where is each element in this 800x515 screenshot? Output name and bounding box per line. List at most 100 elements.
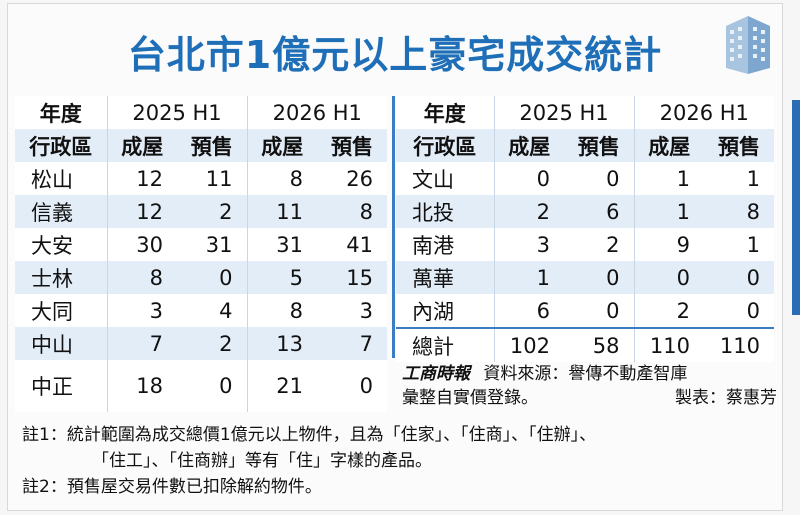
note-2: 註2：預售屋交易件數已扣除解約物件。	[22, 477, 322, 497]
left-table: 年度 2025 H1 2026 H1 行政區 成屋 預售 成屋 預售 松山 12…	[15, 96, 387, 412]
value-cell: 0	[704, 261, 774, 294]
total-row: 總計 102 58 110 110	[396, 328, 774, 362]
district-cell: 內湖	[396, 294, 494, 328]
footnotes: 註1：統計範圍為成交總價1億元以上物件，且為「住家」、「住商」、「住辦」、 「住…	[22, 422, 762, 500]
value-cell: 11	[246, 195, 317, 228]
type-presale-header: 預售	[564, 129, 634, 162]
value-cell: 0	[177, 360, 247, 412]
value-cell: 5	[246, 261, 317, 294]
value-cell: 7	[317, 327, 387, 360]
type-existing-header: 成屋	[493, 129, 564, 162]
value-cell: 2	[177, 195, 247, 228]
year-label: 年度	[396, 96, 494, 129]
table-row: 士林 8 0 5 15	[15, 261, 387, 294]
district-cell: 中山	[15, 327, 107, 360]
table-row: 內湖 6 0 2 0	[396, 294, 774, 328]
value-cell: 2	[564, 228, 634, 261]
value-cell: 0	[564, 261, 634, 294]
value-cell: 31	[177, 228, 247, 261]
table-row: 大安 30 31 31 41	[15, 228, 387, 261]
table-row: 文山 0 0 1 1	[396, 162, 774, 195]
header-row-years: 年度 2025 H1 2026 H1	[15, 96, 387, 129]
period-a-header: 2025 H1	[493, 96, 634, 129]
value-cell: 8	[106, 261, 177, 294]
value-cell: 0	[704, 294, 774, 328]
note-1-line-1: 註1：統計範圍為成交總價1億元以上物件，且為「住家」、「住商」、「住辦」、	[22, 425, 597, 445]
total-cell: 110	[704, 328, 774, 362]
value-cell: 1	[704, 162, 774, 195]
header-row-types: 行政區 成屋 預售 成屋 預售	[396, 129, 774, 162]
type-existing-header: 成屋	[246, 129, 317, 162]
district-cell: 北投	[396, 195, 494, 228]
value-cell: 18	[106, 360, 177, 412]
value-cell: 12	[106, 162, 177, 195]
total-label: 總計	[396, 328, 494, 362]
source-credit: 工商時報 資料來源：譽傳不動產智庫 彙整自實價登錄。 製表：蔡惠芳	[402, 362, 777, 410]
page-title: 台北市1億元以上豪宅成交統計	[127, 33, 663, 77]
value-cell: 9	[633, 228, 704, 261]
value-cell: 0	[493, 162, 564, 195]
table-row: 信義 12 2 11 8	[15, 195, 387, 228]
year-label: 年度	[15, 96, 107, 129]
author-text: 製表：蔡惠芳	[675, 388, 777, 408]
value-cell: 3	[106, 294, 177, 327]
value-cell: 11	[177, 162, 247, 195]
value-cell: 41	[317, 228, 387, 261]
district-cell: 萬華	[396, 261, 494, 294]
header-row-years: 年度 2025 H1 2026 H1	[396, 96, 774, 129]
period-b-header: 2026 H1	[246, 96, 387, 129]
value-cell: 0	[317, 360, 387, 412]
value-cell: 0	[177, 261, 247, 294]
type-presale-header: 預售	[177, 129, 247, 162]
value-cell: 6	[564, 195, 634, 228]
table-row: 萬華 1 0 0 0	[396, 261, 774, 294]
value-cell: 7	[106, 327, 177, 360]
total-cell: 58	[564, 328, 634, 362]
value-cell: 30	[106, 228, 177, 261]
value-cell: 8	[246, 162, 317, 195]
district-cell: 士林	[15, 261, 107, 294]
value-cell: 8	[246, 294, 317, 327]
value-cell: 15	[317, 261, 387, 294]
district-cell: 中正	[15, 360, 107, 412]
type-presale-header: 預售	[704, 129, 774, 162]
table-row: 中正 18 0 21 0	[15, 360, 387, 412]
value-cell: 0	[633, 261, 704, 294]
value-cell: 4	[177, 294, 247, 327]
value-cell: 0	[564, 162, 634, 195]
publisher-logo: 工商時報	[402, 364, 470, 384]
value-cell: 21	[246, 360, 317, 412]
header-row-types: 行政區 成屋 預售 成屋 預售	[15, 129, 387, 162]
district-cell: 大安	[15, 228, 107, 261]
right-table: 年度 2025 H1 2026 H1 行政區 成屋 預售 成屋 預售 文山 0 …	[396, 96, 774, 362]
period-b-header: 2026 H1	[633, 96, 774, 129]
value-cell: 2	[493, 195, 564, 228]
value-cell: 0	[564, 294, 634, 328]
district-cell: 信義	[15, 195, 107, 228]
period-a-header: 2025 H1	[106, 96, 247, 129]
district-label: 行政區	[15, 129, 107, 162]
value-cell: 13	[246, 327, 317, 360]
value-cell: 1	[704, 228, 774, 261]
district-cell: 松山	[15, 162, 107, 195]
type-existing-header: 成屋	[633, 129, 704, 162]
value-cell: 6	[493, 294, 564, 328]
building-icon	[726, 16, 770, 74]
compiled-text: 彙整自實價登錄。	[402, 388, 538, 408]
total-cell: 102	[493, 328, 564, 362]
value-cell: 2	[633, 294, 704, 328]
value-cell: 26	[317, 162, 387, 195]
edge-accent	[792, 100, 800, 315]
value-cell: 8	[704, 195, 774, 228]
value-cell: 8	[317, 195, 387, 228]
value-cell: 1	[633, 195, 704, 228]
table-row: 松山 12 11 8 26	[15, 162, 387, 195]
value-cell: 31	[246, 228, 317, 261]
value-cell: 12	[106, 195, 177, 228]
note-1-line-2: 「住工」、「住商辦」等有「住」字樣的產品。	[92, 451, 432, 471]
value-cell: 1	[493, 261, 564, 294]
district-cell: 文山	[396, 162, 494, 195]
value-cell: 3	[493, 228, 564, 261]
table-row: 中山 7 2 13 7	[15, 327, 387, 360]
value-cell: 2	[177, 327, 247, 360]
